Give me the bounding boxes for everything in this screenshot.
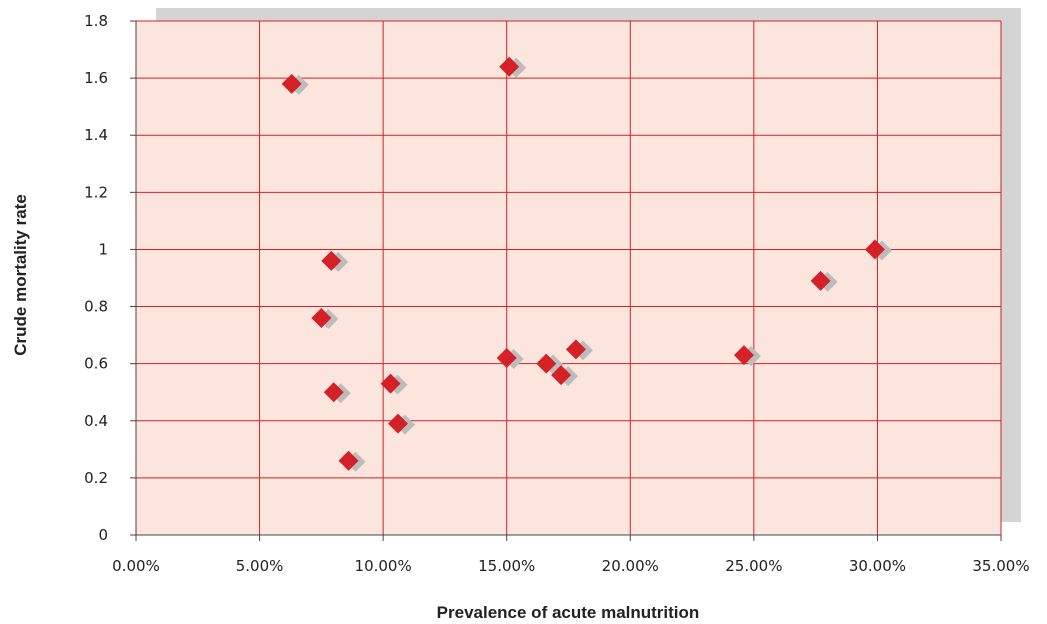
data-point [323, 382, 344, 403]
x-tick-label: 20.00% [602, 557, 659, 575]
y-tick-label: 0 [98, 526, 108, 544]
data-point [380, 373, 401, 394]
vertical-gridlines [259, 21, 1002, 535]
data-point [733, 345, 754, 366]
data-point [338, 450, 359, 471]
y-tick-labels: 0 0.2 0.4 0.6 0.8 1 1.2 1.4 1.6 1.8 [84, 12, 108, 544]
data-point [565, 339, 586, 360]
y-tick-label: 1 [98, 240, 108, 258]
horizontal-gridlines [136, 20, 1001, 479]
data-point [810, 270, 831, 291]
x-tick-label: 25.00% [725, 557, 782, 575]
y-tick-label: 1.2 [84, 183, 108, 201]
x-tick-label: 5.00% [236, 557, 284, 575]
y-axis-title: Crude mortality rate [11, 194, 30, 356]
y-tick-label: 0.2 [84, 469, 108, 487]
x-axis-title: Prevalence of acute malnutrition [437, 603, 700, 622]
x-tick-label: 30.00% [849, 557, 906, 575]
data-point [499, 56, 520, 77]
x-tick-labels: 0.00% 5.00% 10.00% 15.00% 20.00% 25.00% 30.00%… [112, 557, 1029, 575]
data-point [387, 413, 408, 434]
y-tick-label: 0.6 [84, 355, 108, 373]
y-tick-label: 1.6 [84, 69, 108, 87]
data-point [551, 365, 572, 386]
x-tick-label: 15.00% [478, 557, 535, 575]
data-point [321, 250, 342, 271]
y-tick-label: 1.8 [84, 12, 108, 30]
plot-area [136, 21, 1001, 535]
x-tick-label: 35.00% [972, 557, 1029, 575]
x-tick-label: 0.00% [112, 557, 160, 575]
y-tick-label: 0.4 [84, 412, 108, 430]
y-tick-label: 0.8 [84, 298, 108, 316]
x-tick-label: 10.00% [355, 557, 412, 575]
data-point [496, 347, 517, 368]
data-point [281, 73, 302, 94]
data-point [536, 353, 557, 374]
data-point [311, 307, 332, 328]
data-point [864, 239, 885, 260]
y-tick-label: 1.4 [84, 126, 108, 144]
data-points [281, 56, 892, 472]
axes [130, 20, 1002, 541]
